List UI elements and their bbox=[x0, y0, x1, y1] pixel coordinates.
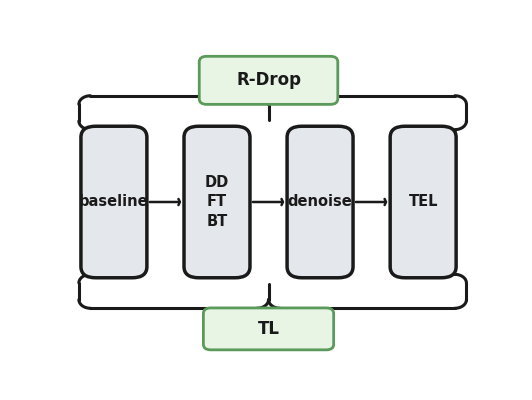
Text: R-Drop: R-Drop bbox=[236, 71, 301, 89]
FancyBboxPatch shape bbox=[287, 126, 353, 278]
Text: DD
FT
BT: DD FT BT bbox=[205, 175, 229, 229]
Text: TL: TL bbox=[257, 320, 279, 338]
FancyBboxPatch shape bbox=[184, 126, 250, 278]
FancyBboxPatch shape bbox=[200, 56, 338, 104]
FancyBboxPatch shape bbox=[81, 126, 147, 278]
FancyBboxPatch shape bbox=[203, 308, 334, 350]
Text: baseline: baseline bbox=[79, 194, 149, 210]
Text: TEL: TEL bbox=[409, 194, 438, 210]
FancyBboxPatch shape bbox=[390, 126, 456, 278]
Text: denoise: denoise bbox=[288, 194, 352, 210]
